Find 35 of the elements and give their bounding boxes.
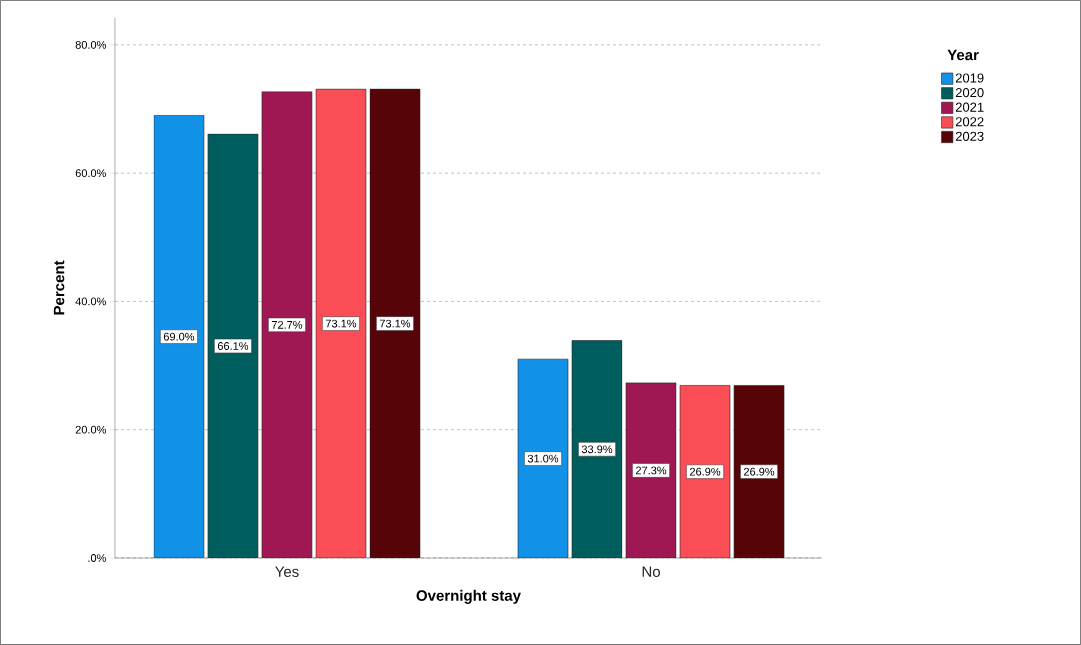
y-tick-label: .0% xyxy=(88,554,106,562)
bar xyxy=(153,115,205,559)
legend-label: 2022 xyxy=(955,117,984,127)
data-label: 69.0% xyxy=(163,332,195,341)
y-axis-title: Percent xyxy=(53,260,65,315)
data-label: 26.9% xyxy=(689,467,721,476)
bar xyxy=(571,340,623,559)
x-tick-label: No xyxy=(642,566,660,578)
bar xyxy=(207,133,259,559)
y-tick-label: 40.0% xyxy=(75,297,106,306)
bar xyxy=(679,385,731,559)
y-tick-label: 60.0% xyxy=(75,169,106,178)
y-tick-label: 80.0% xyxy=(75,41,106,49)
data-label: 72.7% xyxy=(271,321,303,329)
data-label: 27.3% xyxy=(635,466,667,475)
bar xyxy=(625,382,677,559)
bar xyxy=(261,91,313,559)
bar xyxy=(315,88,367,559)
data-label: 31.0% xyxy=(527,454,559,463)
legend-title: Year xyxy=(947,49,979,61)
bar xyxy=(733,385,785,559)
legend-label: 2023 xyxy=(955,131,984,141)
legend-label: 2019 xyxy=(955,73,984,83)
legend-label: 2020 xyxy=(955,88,984,98)
y-tick-label: 20.0% xyxy=(75,425,106,434)
data-label: 66.1% xyxy=(217,342,249,350)
bar xyxy=(369,88,421,559)
data-label: 33.9% xyxy=(581,445,613,454)
data-label: 26.9% xyxy=(744,467,775,476)
x-tick-label: Yes xyxy=(275,566,299,578)
data-label: 73.1% xyxy=(325,319,357,328)
bar xyxy=(517,358,569,559)
x-axis-title: Overnight stay xyxy=(416,589,521,604)
legend-label: 2021 xyxy=(955,102,984,112)
data-label: 73.1% xyxy=(379,319,411,328)
